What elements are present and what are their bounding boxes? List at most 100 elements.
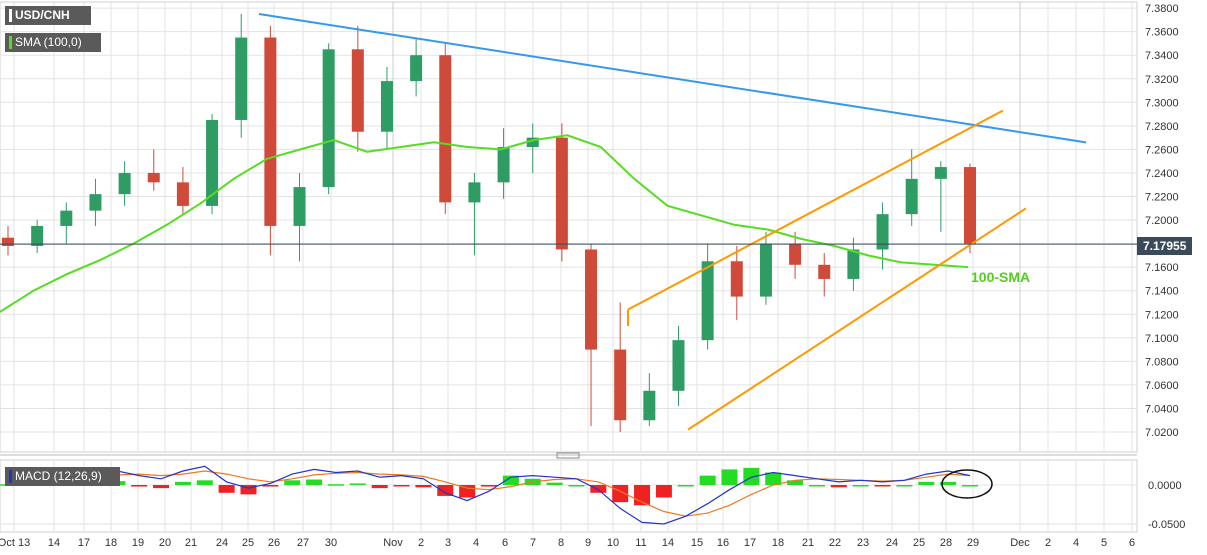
macd-legend-text: MACD (12,26,9) [15, 469, 102, 483]
macd-histogram-bar [787, 480, 804, 485]
date-tick-label: 27 [297, 537, 309, 549]
candle-body [905, 178, 918, 215]
macd-line [7, 465, 971, 525]
price-tick-label: 7.1600 [1145, 262, 1179, 274]
date-tick-label: 19 [132, 537, 144, 549]
channel-upper-line [627, 109, 1004, 311]
date-tick-label: 8 [558, 537, 564, 549]
price-tick-label: 7.2600 [1145, 144, 1179, 156]
date-tick-label: 25 [242, 537, 254, 549]
date-tick-label: 4 [473, 537, 479, 549]
price-tick-label: 7.1200 [1145, 309, 1179, 321]
date-tick-label: 16 [717, 537, 729, 549]
price-tick-label: 7.3800 [1145, 3, 1179, 15]
date-tick-label: 7 [530, 537, 536, 549]
date-tick-label: 5 [1101, 537, 1107, 549]
date-tick-label: 24 [216, 537, 228, 549]
date-tick-label: 24 [886, 537, 898, 549]
date-tick-label: 17 [744, 537, 756, 549]
candle-body [31, 225, 44, 246]
date-tick-label: 3 [445, 537, 451, 549]
candle-body [876, 214, 889, 250]
macd-histogram-bar [240, 485, 257, 495]
panel-resize-handle [556, 452, 580, 459]
candle-body [206, 119, 219, 206]
price-tick-label: 7.0800 [1145, 356, 1179, 368]
symbol-swatch [9, 9, 12, 22]
macd-histogram-bar [918, 481, 935, 485]
macd-histogram-bar [852, 485, 869, 487]
date-tick-label: 14 [662, 537, 674, 549]
price-tick-label: 7.2400 [1145, 168, 1179, 180]
macd-tick-label: 0.0000 [1148, 480, 1182, 492]
date-tick-label: 14 [48, 537, 60, 549]
date-tick-label: Dec [1010, 537, 1030, 549]
date-tick-label: 17 [78, 537, 90, 549]
date-tick-label: 6 [502, 537, 508, 549]
macd-histogram-bar [262, 485, 279, 487]
macd-histogram-bar [962, 485, 978, 487]
candle-body [964, 167, 976, 244]
candle-body [497, 147, 510, 183]
macd-histogram-bar [830, 485, 847, 488]
macd-histogram-bar [677, 485, 694, 487]
candle-body [410, 55, 423, 82]
symbol-label: USD/CNH [5, 6, 91, 25]
date-tick-label: 23 [857, 537, 869, 549]
candle-body [293, 187, 306, 226]
candle-body [118, 172, 131, 195]
price-tick-label: 7.2800 [1145, 121, 1179, 133]
candle-body [60, 210, 73, 226]
macd-tick-label: -0.0500 [1148, 519, 1185, 531]
macd-histogram-bar [371, 485, 388, 489]
macd-histogram-bar [721, 469, 738, 485]
candle-body [439, 55, 452, 203]
price-tick-label: 7.3400 [1145, 50, 1179, 62]
date-tick-label: 21 [802, 537, 814, 549]
price-tick-label: 7.3200 [1145, 74, 1179, 86]
candle-body [526, 137, 539, 148]
macd-histogram-bar [502, 475, 519, 485]
macd-legend-swatch [9, 470, 12, 483]
macd-signal-line [7, 470, 971, 517]
candle-body [264, 37, 277, 226]
candle-body [2, 237, 14, 246]
macd-histogram-bar [437, 485, 454, 496]
price-tick-label: 7.3000 [1145, 97, 1179, 109]
macd-histogram-bar [546, 482, 563, 485]
sma-legend-swatch [9, 36, 12, 49]
candle-body [789, 243, 802, 265]
candle-body [322, 49, 335, 188]
macd-histogram-bar [655, 485, 672, 498]
macd-legend: MACD (12,26,9) [5, 467, 120, 486]
macd-histogram-bar [349, 483, 366, 485]
date-tick-label: 11 [635, 537, 646, 549]
macd-histogram-bar [153, 485, 170, 489]
candle-body [235, 37, 248, 120]
date-tick-label: 20 [159, 537, 171, 549]
candle-body [818, 264, 831, 279]
candle-body [614, 349, 627, 421]
macd-histogram-bar [699, 475, 716, 485]
price-tick-label: 7.0600 [1145, 380, 1179, 392]
current-price-badge: 7.17955 [1137, 237, 1193, 255]
macd-histogram-bar [808, 485, 825, 487]
candle-body [351, 49, 364, 132]
date-tick-label: 10 [607, 537, 619, 549]
macd-histogram-bar [284, 480, 301, 485]
date-tick-label: 2 [418, 537, 424, 549]
candle-body [89, 194, 102, 211]
date-tick-label: 4 [1073, 537, 1079, 549]
price-tick-label: 7.2000 [1145, 215, 1179, 227]
candle-body [672, 340, 685, 391]
date-tick-label: 9 [585, 537, 591, 549]
date-tick-label: 18 [105, 537, 117, 549]
date-tick-label: 21 [185, 537, 197, 549]
candle-body [643, 390, 656, 421]
macd-histogram-bar [896, 485, 913, 487]
candle-body [176, 182, 189, 206]
candle-body [701, 261, 714, 341]
macd-histogram-bar [306, 479, 323, 485]
macd-histogram-bar [568, 485, 585, 487]
